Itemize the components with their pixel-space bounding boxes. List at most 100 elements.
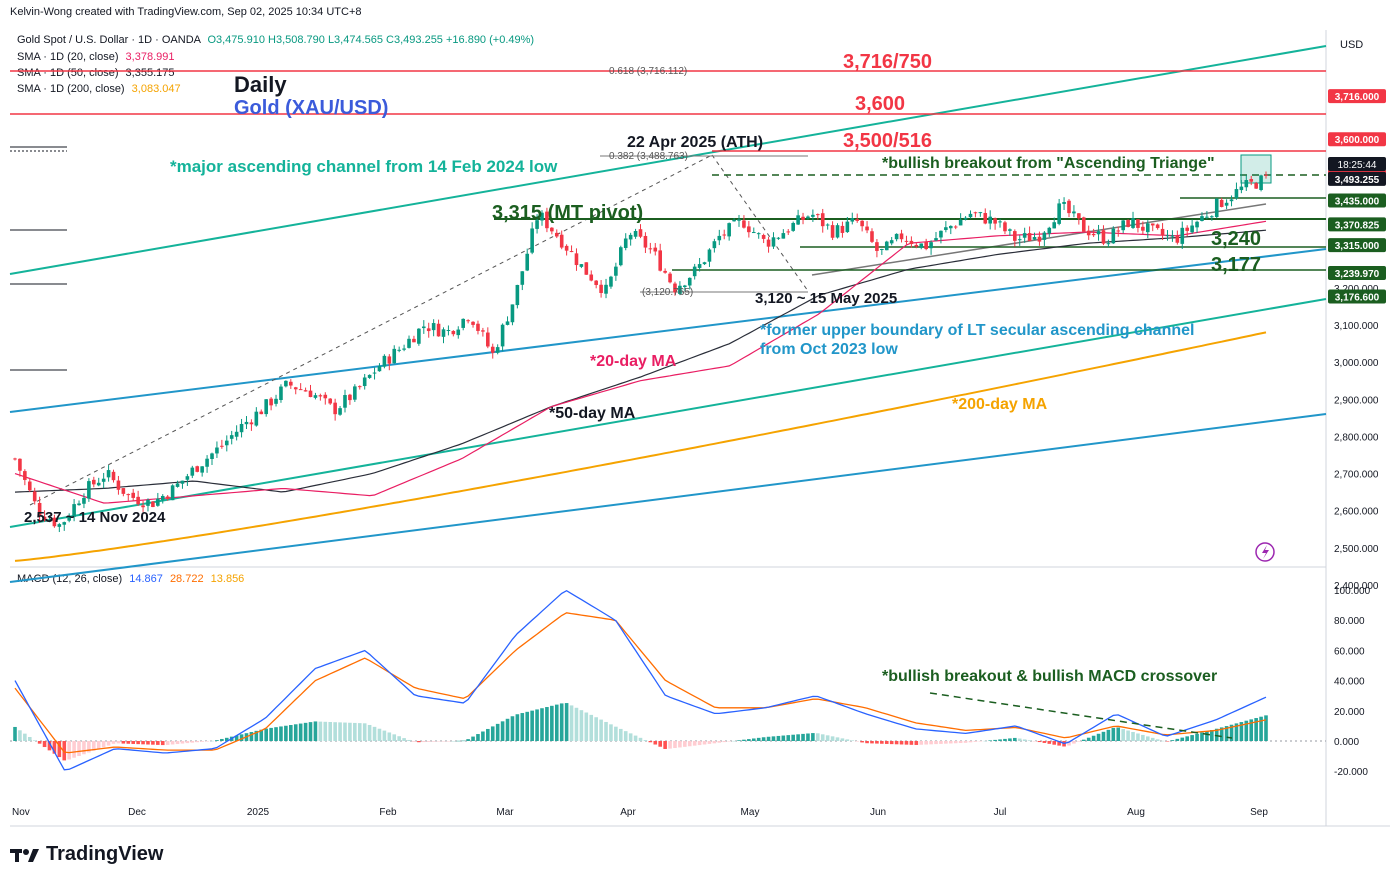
macd-histogram-bar — [1155, 739, 1160, 741]
chart-annotation: *50-day MA — [549, 405, 636, 422]
candle-body — [62, 522, 67, 525]
price-tick-label: 3,100.000 — [1334, 321, 1379, 332]
macd-histogram-bar — [377, 728, 382, 741]
macd-histogram-bar — [456, 740, 461, 742]
candle-body — [1136, 219, 1140, 228]
candle-body — [909, 240, 914, 245]
macd-histogram-bar — [353, 722, 357, 741]
macd-histogram-bar — [284, 725, 288, 741]
price-tick-label: 2,700.000 — [1334, 470, 1379, 481]
candle-body — [1032, 237, 1037, 240]
macd-histogram-bar — [436, 741, 441, 742]
chart-annotation: *major ascending channel from 14 Feb 202… — [170, 157, 558, 176]
symbol-name: Gold Spot / U.S. Dollar · 1D · OANDA — [17, 34, 201, 46]
candle-body — [318, 395, 323, 397]
macd-histogram-bar — [205, 741, 209, 742]
macd-histogram-bar — [909, 741, 914, 745]
sma200-legend[interactable]: SMA · 1D (200, close) 3,083.047 — [17, 83, 181, 95]
candle-body — [111, 471, 116, 481]
macd-histogram-bar — [495, 723, 500, 741]
candle-body — [1244, 180, 1249, 188]
candle-body — [441, 329, 446, 337]
candle-body — [944, 227, 948, 230]
macd-histogram-bar — [889, 741, 894, 745]
candle-body — [1081, 217, 1086, 232]
candle-body — [170, 485, 175, 501]
tradingview-brand: TradingView — [46, 843, 164, 865]
candle-body — [417, 328, 421, 344]
chart-annotation: *200-day MA — [952, 396, 1048, 413]
candle-body — [421, 326, 426, 329]
candle-body — [1210, 216, 1214, 218]
candle-body — [515, 284, 520, 306]
macd-histogram-bar — [776, 735, 781, 741]
candle-body — [190, 467, 195, 476]
candle-body — [668, 273, 672, 283]
candles-group — [13, 171, 1268, 533]
macd-histogram-bar — [638, 737, 643, 741]
sma20-legend[interactable]: SMA · 1D (20, close) 3,378.991 — [17, 51, 174, 63]
candle-body — [136, 496, 140, 505]
macd-histogram-bar — [678, 741, 682, 748]
candle-body — [210, 453, 214, 460]
candle-body — [1101, 230, 1106, 244]
candle-body — [382, 355, 387, 367]
candle-body — [500, 324, 505, 347]
macd-histogram-bar — [27, 736, 32, 741]
candle-body — [1086, 230, 1091, 236]
macd-histogram-bar — [254, 730, 259, 741]
flash-icon-bolt — [1262, 545, 1269, 559]
candle-body — [880, 249, 884, 251]
candle-body — [973, 212, 978, 214]
macd-histogram-bar — [1165, 741, 1170, 742]
candle-body — [407, 338, 411, 348]
price-tag-label: 3,176.600 — [1335, 292, 1380, 303]
macd-histogram-bar — [407, 739, 411, 741]
candle-body — [953, 226, 958, 228]
candle-body — [1047, 227, 1052, 234]
candle-body — [924, 241, 928, 250]
macd-tick-label: 40.000 — [1334, 677, 1365, 688]
candle-body — [574, 253, 579, 266]
macd-legend[interactable]: MACD (12, 26, close) 14.867 28.722 13.85… — [17, 573, 244, 585]
candle-body — [993, 218, 997, 224]
macd-histogram-bar — [1131, 731, 1135, 741]
candle-body — [1219, 199, 1224, 207]
macd-histogram-bar — [72, 741, 76, 758]
candle-body — [1096, 231, 1101, 235]
candle-body — [1126, 220, 1130, 227]
candle-body — [1150, 223, 1155, 226]
macd-histogram-bar — [1111, 727, 1116, 741]
candle-body — [702, 262, 707, 265]
macd-histogram-bar — [1195, 733, 1199, 741]
price-tag — [1328, 238, 1386, 253]
macd-histogram-bar — [417, 741, 421, 743]
candle-body — [313, 395, 318, 398]
candle-body — [456, 329, 461, 336]
macd-histogram-bar — [1032, 741, 1037, 742]
macd-histogram-bar — [264, 728, 268, 741]
symbol-legend[interactable]: Gold Spot / U.S. Dollar · 1D · OANDA O3,… — [17, 34, 534, 46]
macd-histogram-bar — [160, 741, 165, 746]
may-low-label: 3,120 ~ 15 May 2025 — [755, 290, 897, 307]
fib-base-label: (3,120.765) — [642, 287, 693, 298]
macd-histogram-bar — [550, 705, 554, 741]
candle-body — [1037, 236, 1042, 242]
candle-body — [1017, 239, 1022, 241]
macd-histogram-bar — [766, 736, 771, 741]
macd-histogram-bar — [865, 741, 869, 744]
candle-body — [1214, 198, 1219, 218]
macd-histogram-bar — [476, 734, 480, 741]
fib-0382-label: 0.382 (3,488.763) — [609, 151, 688, 162]
macd-histogram-bar — [116, 741, 121, 744]
sma50-legend[interactable]: SMA · 1D (50, close) 3,355.175 — [17, 67, 174, 79]
macd-histogram-bar — [1096, 733, 1101, 741]
macd-histogram-bar — [683, 741, 687, 747]
macd-histogram-bar — [328, 721, 333, 741]
candle-body — [737, 219, 741, 221]
candle-body — [486, 332, 490, 347]
macd-histogram-bar — [1249, 719, 1254, 741]
macd-histogram-bar — [234, 735, 239, 741]
candle-body — [27, 481, 32, 491]
